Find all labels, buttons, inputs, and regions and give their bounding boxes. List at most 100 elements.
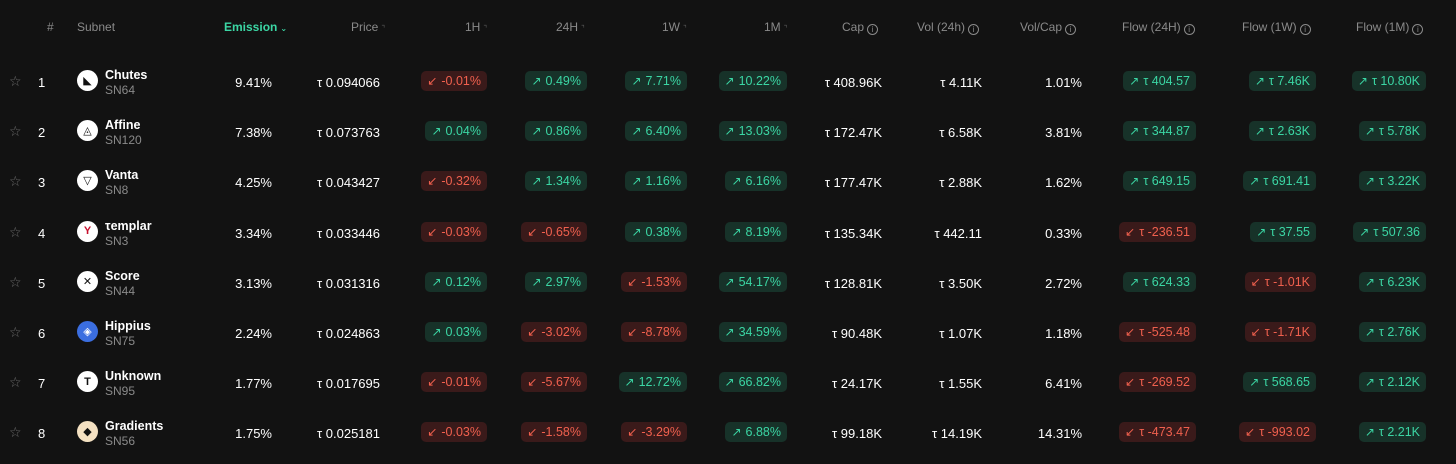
info-icon[interactable]: i (1412, 24, 1424, 35)
subnet-name-block[interactable]: Chutes SN64 (105, 68, 147, 98)
subnet-name-block[interactable]: τemplar SN3 (105, 219, 152, 249)
arrow-up-right-icon: ↗ (724, 74, 735, 88)
change-1w: ↗ 12.72% (618, 372, 687, 393)
table-row[interactable]: ☆ 1 ◣ Chutes SN64 9.41% τ 0.094066 ↙ -0.01% ↗ 0.49… (0, 56, 1456, 106)
subnet-name[interactable]: Chutes (105, 68, 148, 82)
table-row[interactable]: ☆ 7 T Unknown SN95 1.77% τ 0.017695 ↙ -0.01% ↙ -5.… (0, 357, 1456, 407)
sort-icon: ⌝ (483, 24, 488, 33)
change-1w: ↗ 7.71% (625, 71, 687, 91)
change-value: -0.65% (541, 224, 581, 239)
col-24h[interactable]: 24H ⌝ (556, 20, 585, 34)
change-value: -3.29% (641, 425, 681, 440)
subnet-name[interactable]: Gradients (105, 419, 164, 434)
info-icon[interactable]: i (1065, 24, 1077, 35)
star-outline-icon[interactable]: ☆ (9, 273, 22, 290)
col-flow-1m[interactable]: Flow (1M) i (1356, 20, 1424, 35)
sort-icon: ⌝ (581, 24, 585, 33)
col-1m[interactable]: 1M ⌝ (764, 20, 788, 34)
change-value: 1.34% (545, 174, 581, 189)
col-volcap[interactable]: Vol/Cap i (1020, 20, 1077, 35)
star-outline-icon[interactable]: ☆ (9, 323, 22, 340)
arrow-down-left-icon: ↙ (1250, 324, 1261, 339)
subnet-name[interactable]: Vanta (105, 168, 139, 183)
subnet-logo-icon: ◆ (77, 421, 98, 443)
col-vol[interactable]: Vol (24h) i (917, 20, 980, 35)
change-value: -1.53% (641, 274, 681, 289)
col-flow-1w[interactable]: Flow (1W) i (1242, 20, 1311, 35)
subnet-name[interactable]: Hippius (105, 318, 151, 333)
arrow-up-right-icon: ↗ (731, 425, 742, 440)
col-1h[interactable]: 1H ⌝ (465, 20, 488, 34)
change-value: 8.19% (745, 224, 781, 239)
table-row[interactable]: ☆ 6 ◈ Hippius SN75 2.24% τ 0.024863 ↗ 0.03% ↙ -3.0… (0, 307, 1456, 357)
table-row[interactable]: ☆ 5 ✕ Score SN44 3.13% τ 0.031316 ↗ 0.12% ↗ 2.97% ↙… (0, 257, 1456, 307)
change-1m: ↗ 13.03% (718, 121, 787, 142)
info-icon[interactable]: i (968, 24, 980, 35)
subnet-name-block[interactable]: Gradients SN56 (105, 419, 163, 449)
change-value: 0.12% (445, 274, 481, 289)
flow-1w: ↙ τ -1.01K (1244, 271, 1316, 292)
subnet-name-block[interactable]: Score SN44 (105, 269, 140, 299)
info-icon[interactable]: i (1183, 24, 1195, 35)
arrow-up-right-icon: ↗ (624, 375, 635, 390)
change-1h: ↙ -0.03% (421, 422, 487, 443)
subnet-name[interactable]: Unknown (105, 369, 162, 384)
arrow-up-right-icon: ↗ (431, 324, 442, 339)
change-value: τ -1.71K (1264, 324, 1310, 339)
subnet-id: SN3 (105, 233, 129, 248)
change-value: 0.04% (445, 124, 481, 139)
flow-1w: ↗ τ 7.46K (1248, 71, 1316, 91)
change-value: -0.01% (441, 74, 481, 88)
vol-value: τ 4.11K (940, 75, 982, 90)
arrow-up-right-icon: ↗ (1256, 224, 1267, 239)
vol-value: τ 2.88K (939, 175, 982, 191)
table-row[interactable]: ☆ 2 ◬ Affine SN120 7.38% τ 0.073763 ↗ 0.04% ↗ 0.86… (0, 106, 1456, 156)
emission-value: 1.75% (235, 426, 272, 442)
subnet-name-block[interactable]: Affine SN120 (105, 118, 142, 148)
subnet-name-block[interactable]: Vanta SN8 (105, 168, 138, 198)
subnet-name-block[interactable]: Hippius SN75 (105, 319, 151, 349)
arrow-up-right-icon: ↗ (1249, 375, 1260, 390)
arrow-up-right-icon: ↗ (1364, 375, 1375, 390)
star-outline-icon[interactable]: ☆ (9, 73, 22, 89)
col-emission[interactable]: Emission ⌄ (224, 20, 288, 34)
arrow-up-right-icon: ↗ (631, 74, 642, 88)
sort-icon: ⌝ (783, 24, 788, 33)
col-subnet[interactable]: Subnet (77, 20, 116, 34)
subnet-id: SN44 (105, 283, 136, 298)
col-flow-24h[interactable]: Flow (24H) i (1122, 20, 1195, 35)
arrow-down-left-icon: ↙ (527, 425, 538, 440)
change-24h: ↗ 0.49% (525, 71, 587, 91)
table-row[interactable]: ☆ 3 ▽ Vanta SN8 4.25% τ 0.043427 ↙ -0.32% ↗ 1.34% ↗… (0, 156, 1456, 206)
change-value: τ 5.78K (1378, 124, 1420, 139)
subnet-name[interactable]: τemplar (105, 218, 152, 233)
table-row[interactable]: ☆ 8 ◆ Gradients SN56 1.75% τ 0.025181 ↙ -0.03% ↙ -… (0, 407, 1456, 457)
flow-1m: ↗ τ 2.12K (1358, 372, 1426, 393)
subnet-logo-icon: ✕ (77, 270, 98, 292)
change-1w: ↗ 0.38% (625, 221, 687, 242)
star-outline-icon[interactable]: ☆ (9, 374, 22, 391)
star-outline-icon[interactable]: ☆ (9, 173, 22, 190)
info-icon[interactable]: i (867, 24, 879, 35)
col-price[interactable]: Price ⌝ (351, 20, 386, 34)
change-value: -0.03% (441, 425, 481, 440)
star-outline-icon[interactable]: ☆ (9, 424, 22, 441)
subnet-name[interactable]: Affine (105, 118, 141, 133)
arrow-up-right-icon: ↗ (531, 174, 542, 189)
col-cap[interactable]: Cap i (842, 20, 879, 35)
volcap-value: 2.72% (1045, 275, 1082, 291)
subnet-name[interactable]: Score (105, 268, 140, 283)
change-value: 0.86% (545, 124, 581, 139)
change-value: τ 624.33 (1143, 274, 1190, 289)
arrow-down-left-icon: ↙ (427, 375, 438, 390)
star-outline-icon[interactable]: ☆ (9, 123, 22, 140)
price-value: τ 0.043427 (317, 175, 380, 191)
info-icon[interactable]: i (1299, 24, 1311, 35)
subnet-name-block[interactable]: Unknown SN95 (105, 369, 161, 399)
flow-24h: ↙ τ -525.48 (1119, 321, 1196, 342)
col-1w[interactable]: 1W ⌝ (662, 20, 687, 34)
price-value: τ 0.017695 (317, 376, 380, 392)
arrow-down-left-icon: ↙ (1250, 274, 1261, 289)
star-outline-icon[interactable]: ☆ (9, 223, 22, 240)
